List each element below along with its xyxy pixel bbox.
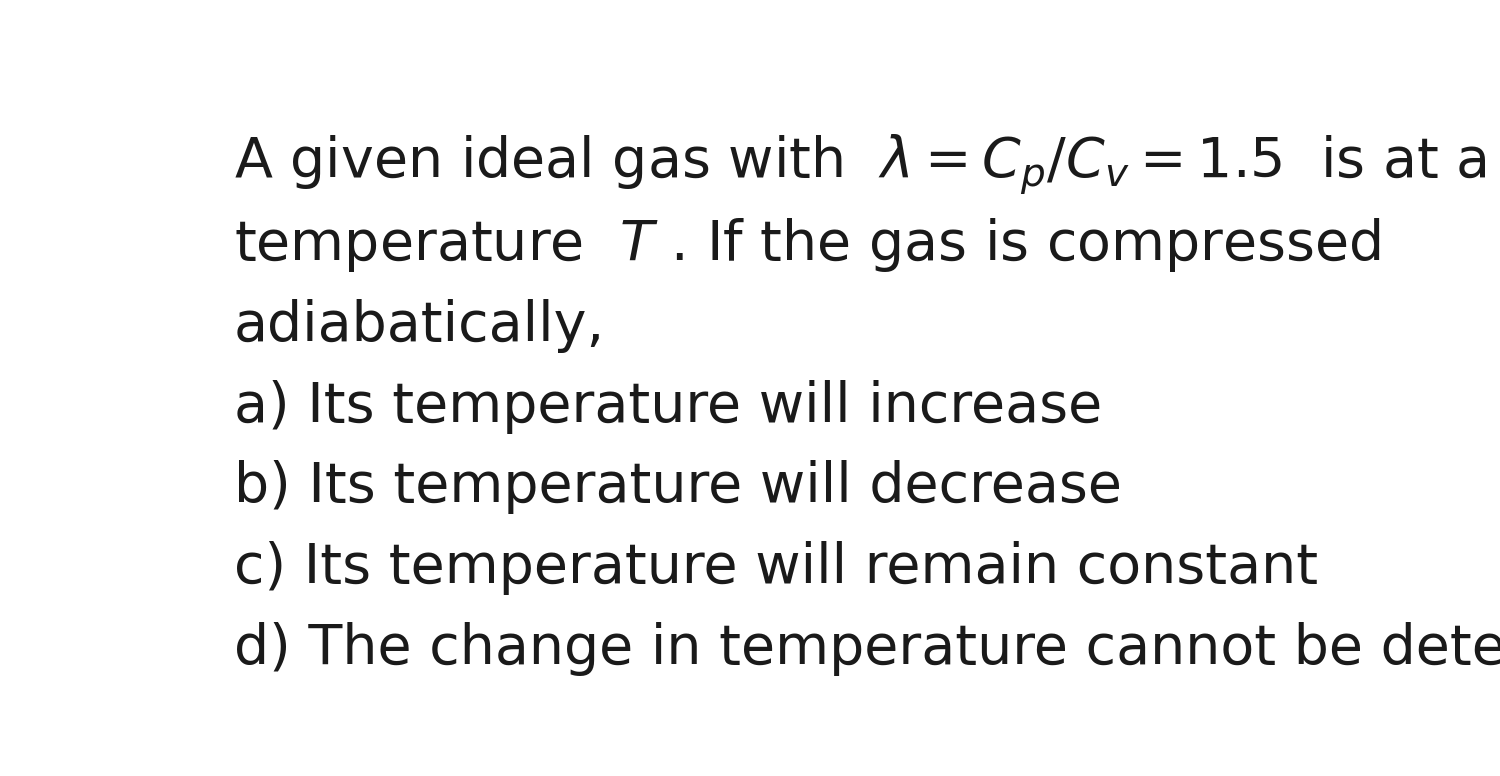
Text: d) The change in temperature cannot be determined: d) The change in temperature cannot be d… [234, 622, 1500, 676]
Text: c) Its temperature will remain constant: c) Its temperature will remain constant [234, 541, 1318, 595]
Text: A given ideal gas with  $\lambda = C_p/C_v = 1.5$  is at a: A given ideal gas with $\lambda = C_p/C_… [234, 133, 1486, 197]
Text: a) Its temperature will increase: a) Its temperature will increase [234, 379, 1102, 434]
Text: b) Its temperature will decrease: b) Its temperature will decrease [234, 460, 1122, 514]
Text: temperature  $T$ . If the gas is compressed: temperature $T$ . If the gas is compress… [234, 217, 1382, 275]
Text: adiabatically,: adiabatically, [234, 300, 604, 353]
